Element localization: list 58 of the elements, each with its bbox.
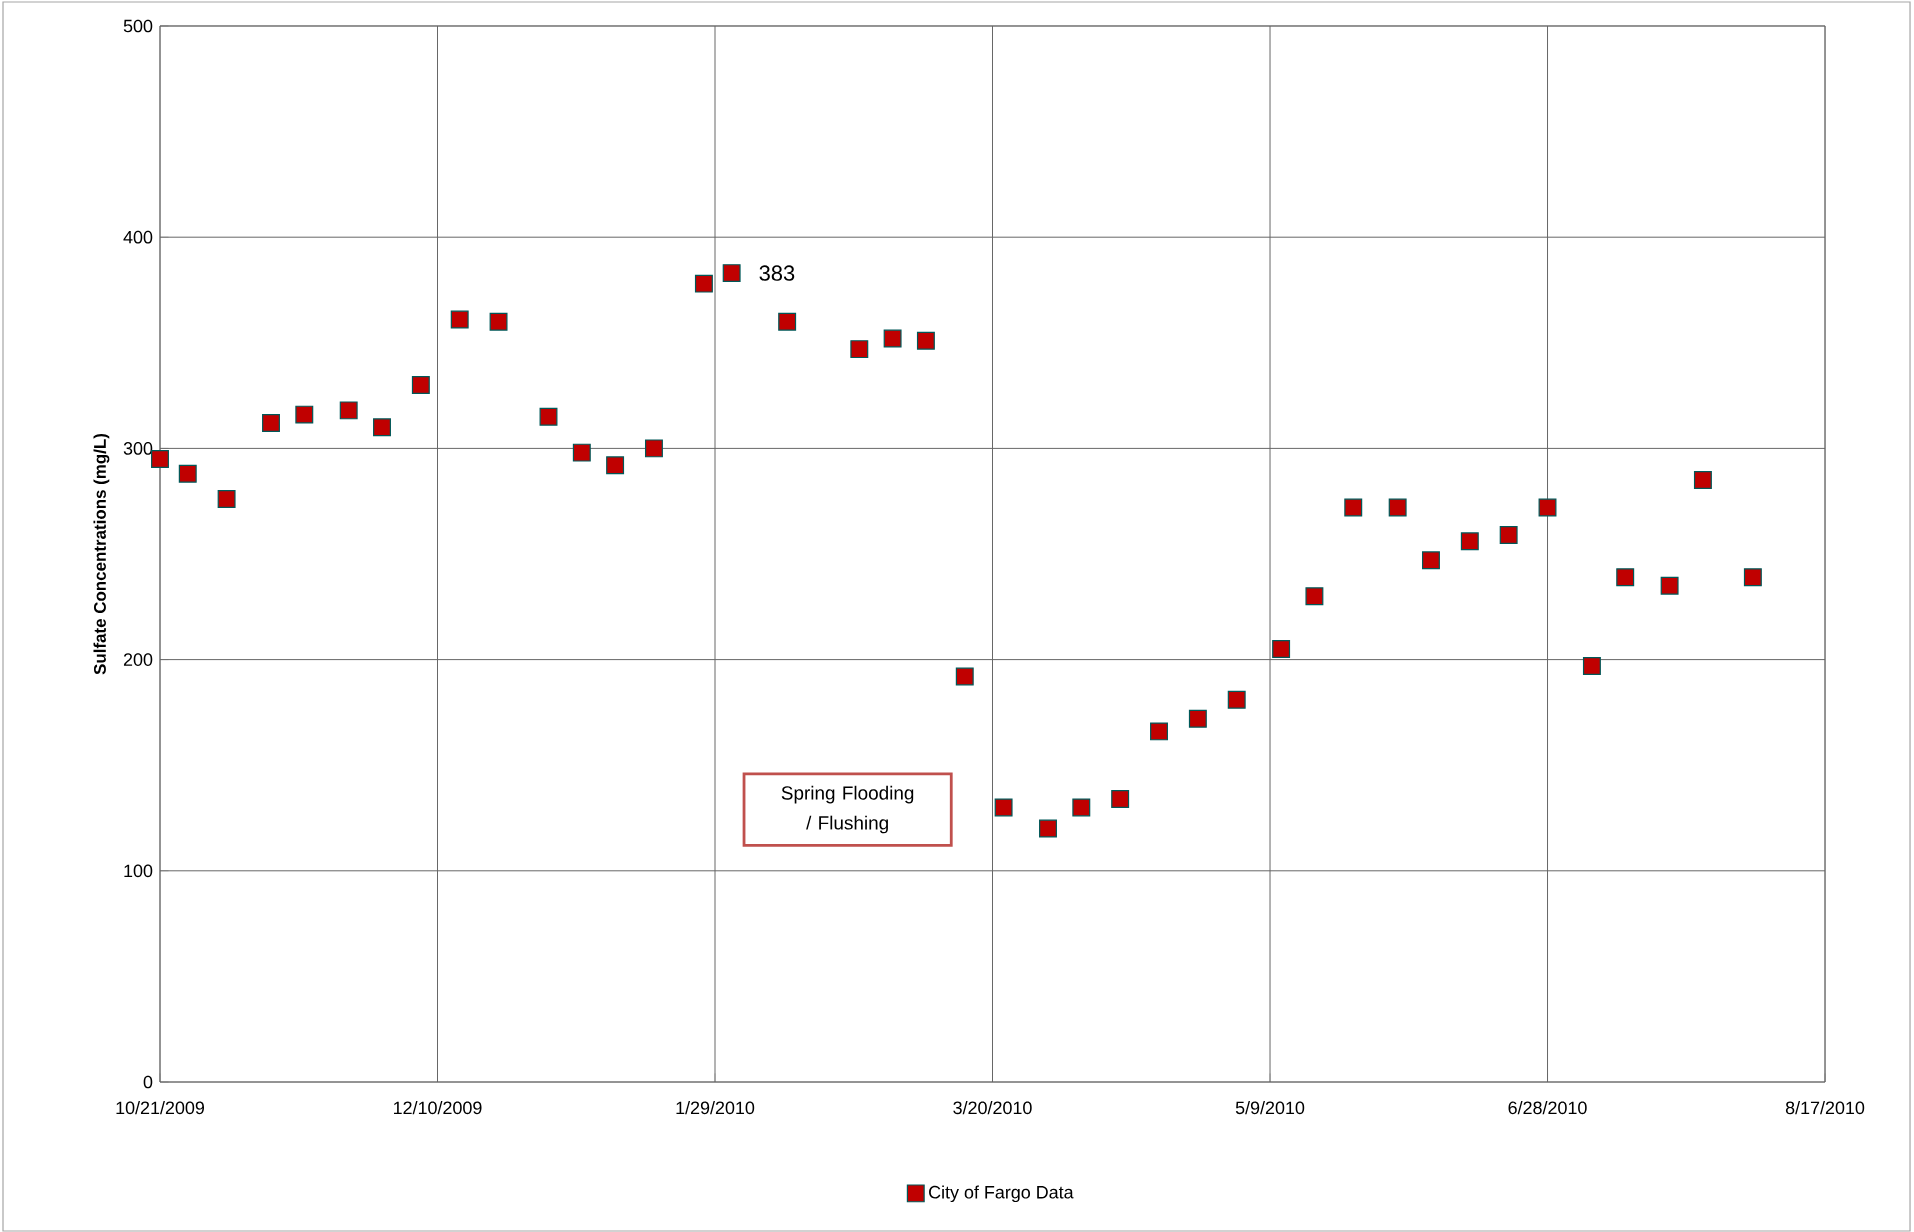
y-tick-label: 100 bbox=[124, 864, 153, 878]
x-tick-label: 5/9/2010 bbox=[1235, 1100, 1305, 1115]
point bbox=[722, 264, 741, 283]
x-tick-label: 10/21/2009 bbox=[116, 1100, 205, 1115]
y-tick-label: 500 bbox=[123, 19, 153, 33]
point bbox=[411, 376, 430, 395]
point bbox=[955, 667, 974, 686]
point bbox=[178, 464, 197, 483]
x-tick-label: 8/17/2010 bbox=[1785, 1100, 1865, 1115]
point bbox=[644, 439, 663, 458]
point bbox=[1388, 498, 1407, 517]
point bbox=[1693, 471, 1712, 490]
point bbox=[1582, 656, 1601, 675]
x-tick-label: 3/20/2010 bbox=[953, 1100, 1032, 1115]
y-tick-label: 400 bbox=[123, 230, 153, 244]
point bbox=[1305, 587, 1324, 606]
point bbox=[339, 401, 358, 420]
point bbox=[883, 329, 902, 348]
point bbox=[1499, 526, 1518, 544]
point bbox=[994, 798, 1013, 817]
point bbox=[1188, 709, 1207, 728]
point bbox=[1538, 498, 1557, 517]
x-tick-label: 1/29/2010 bbox=[676, 1100, 755, 1115]
point bbox=[262, 414, 280, 433]
point bbox=[572, 443, 591, 462]
point bbox=[1743, 568, 1762, 587]
point bbox=[694, 274, 713, 293]
x-tick-label: 6/28/2010 bbox=[1508, 1100, 1587, 1115]
point bbox=[1150, 722, 1168, 741]
point bbox=[151, 449, 169, 468]
point bbox=[217, 490, 236, 509]
point bbox=[450, 310, 469, 329]
point bbox=[489, 312, 508, 331]
x-tick-label: 12/10/2009 bbox=[394, 1100, 482, 1115]
point bbox=[1344, 498, 1363, 517]
point bbox=[1072, 798, 1091, 817]
point bbox=[539, 407, 558, 426]
point bbox=[1460, 532, 1479, 551]
annotation: Spring Flooding / Flushing bbox=[781, 785, 914, 834]
point bbox=[1227, 690, 1246, 709]
point bbox=[1421, 551, 1440, 570]
point bbox=[778, 312, 797, 331]
y-tick-label: 300 bbox=[123, 442, 153, 455]
point bbox=[295, 405, 314, 424]
point bbox=[1039, 819, 1057, 838]
point bbox=[916, 331, 935, 350]
y-tick-label: 200 bbox=[123, 653, 153, 666]
point bbox=[1272, 640, 1291, 659]
y-tick-label: 0 bbox=[143, 1075, 153, 1089]
point bbox=[606, 456, 625, 475]
point bbox=[1660, 576, 1679, 595]
legend-label: City of Fargo Data bbox=[929, 1185, 1074, 1203]
point bbox=[1111, 790, 1130, 808]
point bbox=[1616, 568, 1635, 587]
point bbox=[373, 418, 391, 437]
point bbox=[850, 340, 869, 359]
annotation: 383 bbox=[759, 265, 795, 281]
y-axis-title: Sulfate Concentrations (mg/L) bbox=[93, 433, 110, 675]
